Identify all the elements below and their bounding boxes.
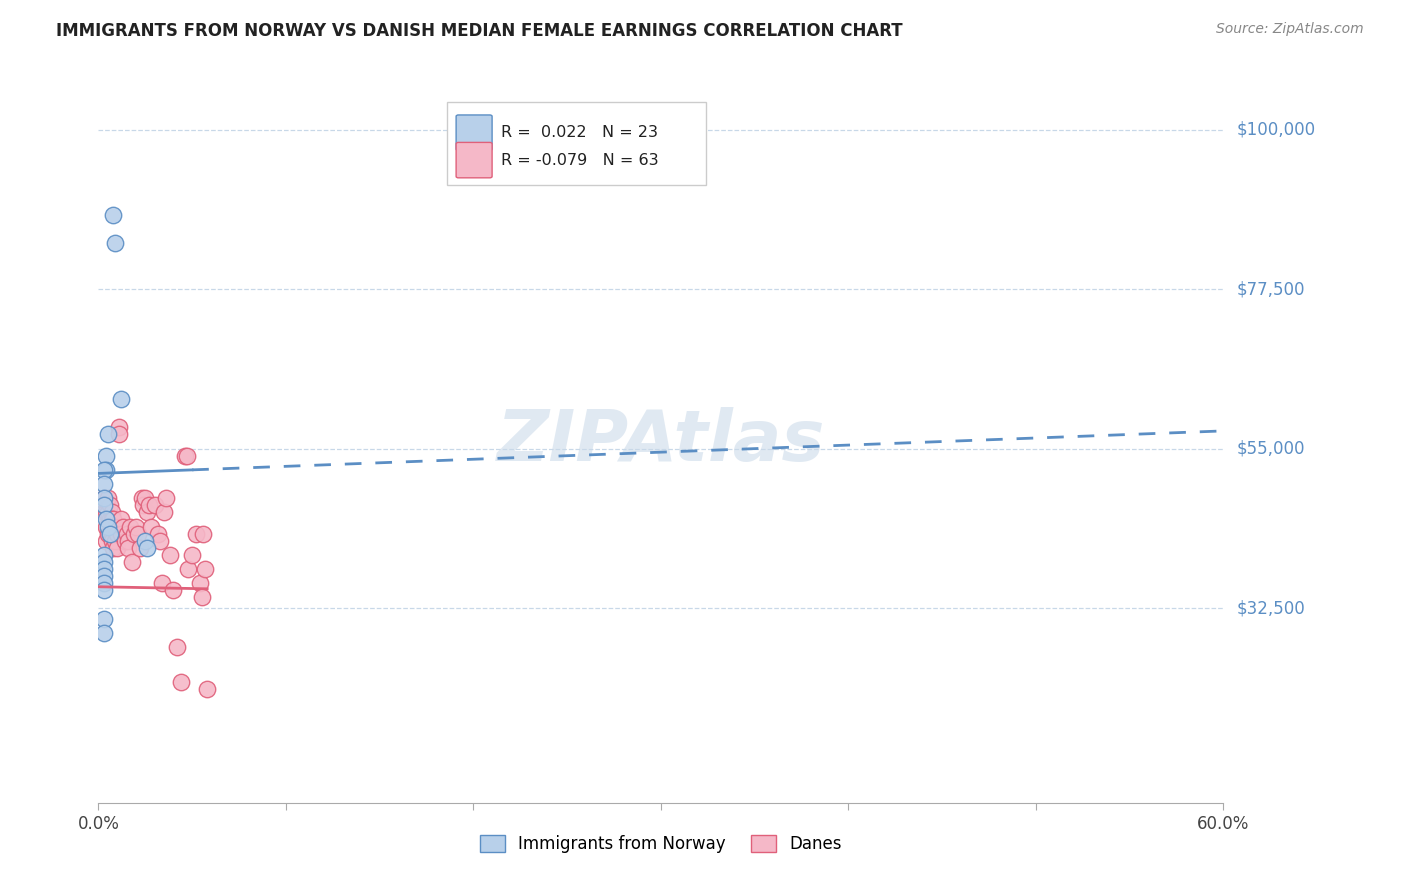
Point	[148, 526, 170, 541]
Point	[110, 392, 132, 406]
Point	[93, 612, 115, 626]
Point	[104, 519, 127, 533]
Point	[127, 526, 149, 541]
Point	[94, 505, 117, 519]
Point	[98, 512, 121, 526]
Point	[188, 576, 211, 591]
Point	[93, 463, 115, 477]
Point	[110, 512, 132, 526]
Point	[125, 519, 148, 533]
Point	[176, 449, 198, 463]
Point	[103, 541, 125, 555]
Point	[103, 208, 125, 222]
Point	[153, 505, 176, 519]
Point	[117, 541, 139, 555]
Point	[177, 562, 200, 576]
Point	[122, 526, 145, 541]
Point	[108, 420, 131, 434]
Text: R = -0.079   N = 63: R = -0.079 N = 63	[501, 153, 659, 168]
Point	[128, 541, 150, 555]
Point	[93, 583, 115, 598]
Point	[93, 505, 115, 519]
Point	[134, 533, 156, 548]
Point	[98, 498, 121, 512]
FancyBboxPatch shape	[447, 102, 706, 185]
Point	[162, 583, 184, 598]
Point	[93, 562, 115, 576]
FancyBboxPatch shape	[456, 115, 492, 151]
Point	[103, 512, 125, 526]
Point	[94, 519, 117, 533]
Point	[97, 526, 120, 541]
Text: IMMIGRANTS FROM NORWAY VS DANISH MEDIAN FEMALE EARNINGS CORRELATION CHART: IMMIGRANTS FROM NORWAY VS DANISH MEDIAN …	[56, 22, 903, 40]
Point	[104, 533, 127, 548]
Point	[93, 498, 115, 512]
Point	[93, 491, 115, 506]
Point	[138, 498, 160, 512]
Point	[159, 548, 181, 562]
Point	[190, 591, 212, 605]
Point	[155, 491, 177, 506]
Point	[94, 512, 117, 526]
Point	[184, 526, 207, 541]
Point	[98, 526, 121, 541]
Point	[117, 533, 139, 548]
Point	[93, 569, 115, 583]
Point	[181, 548, 204, 562]
Point	[121, 555, 143, 569]
Point	[98, 526, 121, 541]
Point	[105, 526, 128, 541]
Point	[170, 675, 193, 690]
Point	[100, 526, 122, 541]
Point	[134, 491, 156, 506]
Text: $32,500: $32,500	[1237, 599, 1306, 617]
Legend: Immigrants from Norway, Danes: Immigrants from Norway, Danes	[474, 828, 848, 860]
Point	[93, 576, 115, 591]
Point	[136, 505, 159, 519]
Point	[131, 491, 153, 506]
Point	[105, 541, 128, 555]
Point	[139, 519, 162, 533]
Point	[194, 562, 217, 576]
Point	[97, 505, 120, 519]
Point	[143, 498, 166, 512]
Point	[115, 526, 138, 541]
Point	[93, 548, 115, 562]
Point	[97, 491, 120, 506]
Text: Source: ZipAtlas.com: Source: ZipAtlas.com	[1216, 22, 1364, 37]
Point	[110, 526, 132, 541]
Point	[100, 505, 122, 519]
Point	[132, 498, 155, 512]
Point	[97, 519, 120, 533]
Point	[136, 541, 159, 555]
Point	[93, 491, 115, 506]
Text: $77,500: $77,500	[1237, 280, 1306, 298]
Text: ZIPAtlas: ZIPAtlas	[496, 407, 825, 476]
Point	[93, 555, 115, 569]
Point	[108, 427, 131, 442]
Point	[103, 519, 125, 533]
Point	[111, 519, 134, 533]
Point	[94, 463, 117, 477]
Point	[149, 533, 172, 548]
Point	[100, 533, 122, 548]
Text: R =  0.022   N = 23: R = 0.022 N = 23	[501, 125, 658, 140]
Point	[100, 512, 122, 526]
Text: $55,000: $55,000	[1237, 440, 1306, 458]
Point	[104, 236, 127, 251]
Point	[173, 449, 195, 463]
Point	[93, 625, 115, 640]
Point	[193, 526, 215, 541]
Point	[114, 533, 136, 548]
Point	[150, 576, 173, 591]
Point	[120, 519, 142, 533]
Point	[94, 533, 117, 548]
Point	[166, 640, 188, 654]
Text: $100,000: $100,000	[1237, 120, 1316, 139]
Point	[94, 449, 117, 463]
Point	[93, 477, 115, 491]
Point	[97, 427, 120, 442]
Point	[195, 682, 218, 697]
FancyBboxPatch shape	[456, 143, 492, 178]
